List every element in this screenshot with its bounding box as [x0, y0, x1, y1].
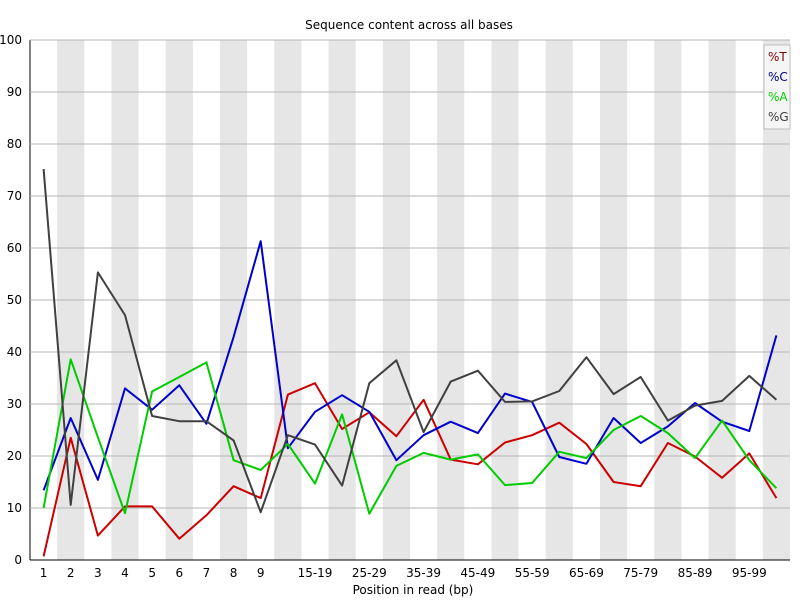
legend-entry: %T [768, 50, 787, 64]
x-tick-label: 35-39 [406, 566, 441, 580]
y-tick-label: 0 [14, 553, 22, 567]
y-tick-label: 20 [7, 449, 22, 463]
series-line-t [42, 382, 778, 557]
legend-box [763, 44, 791, 130]
series-line-c [42, 240, 778, 491]
x-tick-label: 45-49 [460, 566, 495, 580]
x-tick-label: 8 [230, 566, 238, 580]
y-tick-label: 40 [7, 345, 22, 359]
x-tick-label: 55-59 [515, 566, 550, 580]
y-tick-label: 100 [0, 33, 22, 47]
series-line-a [42, 358, 778, 515]
x-tick-label: 3 [94, 566, 102, 580]
x-tick-label: 25-29 [352, 566, 387, 580]
series-line-g [42, 168, 778, 514]
x-tick-label: 7 [203, 566, 211, 580]
x-axis-label: Position in read (bp) [353, 583, 474, 597]
y-tick-label: 50 [7, 293, 22, 307]
y-tick-label: 80 [7, 137, 22, 151]
y-tick-label: 10 [7, 501, 22, 515]
y-tick-label: 60 [7, 241, 22, 255]
x-tick-label: 85-89 [678, 566, 713, 580]
x-tick-label: 1 [40, 566, 48, 580]
x-tick-label: 95-99 [732, 566, 767, 580]
chart-title: Sequence content across all bases [305, 18, 513, 32]
y-tick-label: 30 [7, 397, 22, 411]
y-tick-label: 70 [7, 189, 22, 203]
y-axis-ticks: 0 10 20 30 40 50 60 70 80 90 100 [0, 33, 790, 567]
series-lines [42, 168, 778, 557]
y-tick-label: 90 [7, 85, 22, 99]
legend-entry: %C [768, 70, 788, 84]
x-tick-label: 5 [148, 566, 156, 580]
x-tick-label: 6 [175, 566, 183, 580]
x-tick-label: 75-79 [623, 566, 658, 580]
x-tick-label: 65-69 [569, 566, 604, 580]
legend-entry: %A [768, 90, 788, 104]
legend-entry: %G [768, 110, 789, 124]
x-tick-label: 4 [121, 566, 129, 580]
legend: %T %C %A %G [763, 44, 791, 130]
x-tick-label: 9 [257, 566, 265, 580]
x-axis-ticks: 1 2 3 4 5 6 7 8 9 15-19 25-29 35-39 45-49 55-59 65-69 7… [40, 566, 767, 580]
x-tick-label: 15-19 [298, 566, 333, 580]
x-tick-label: 2 [67, 566, 75, 580]
